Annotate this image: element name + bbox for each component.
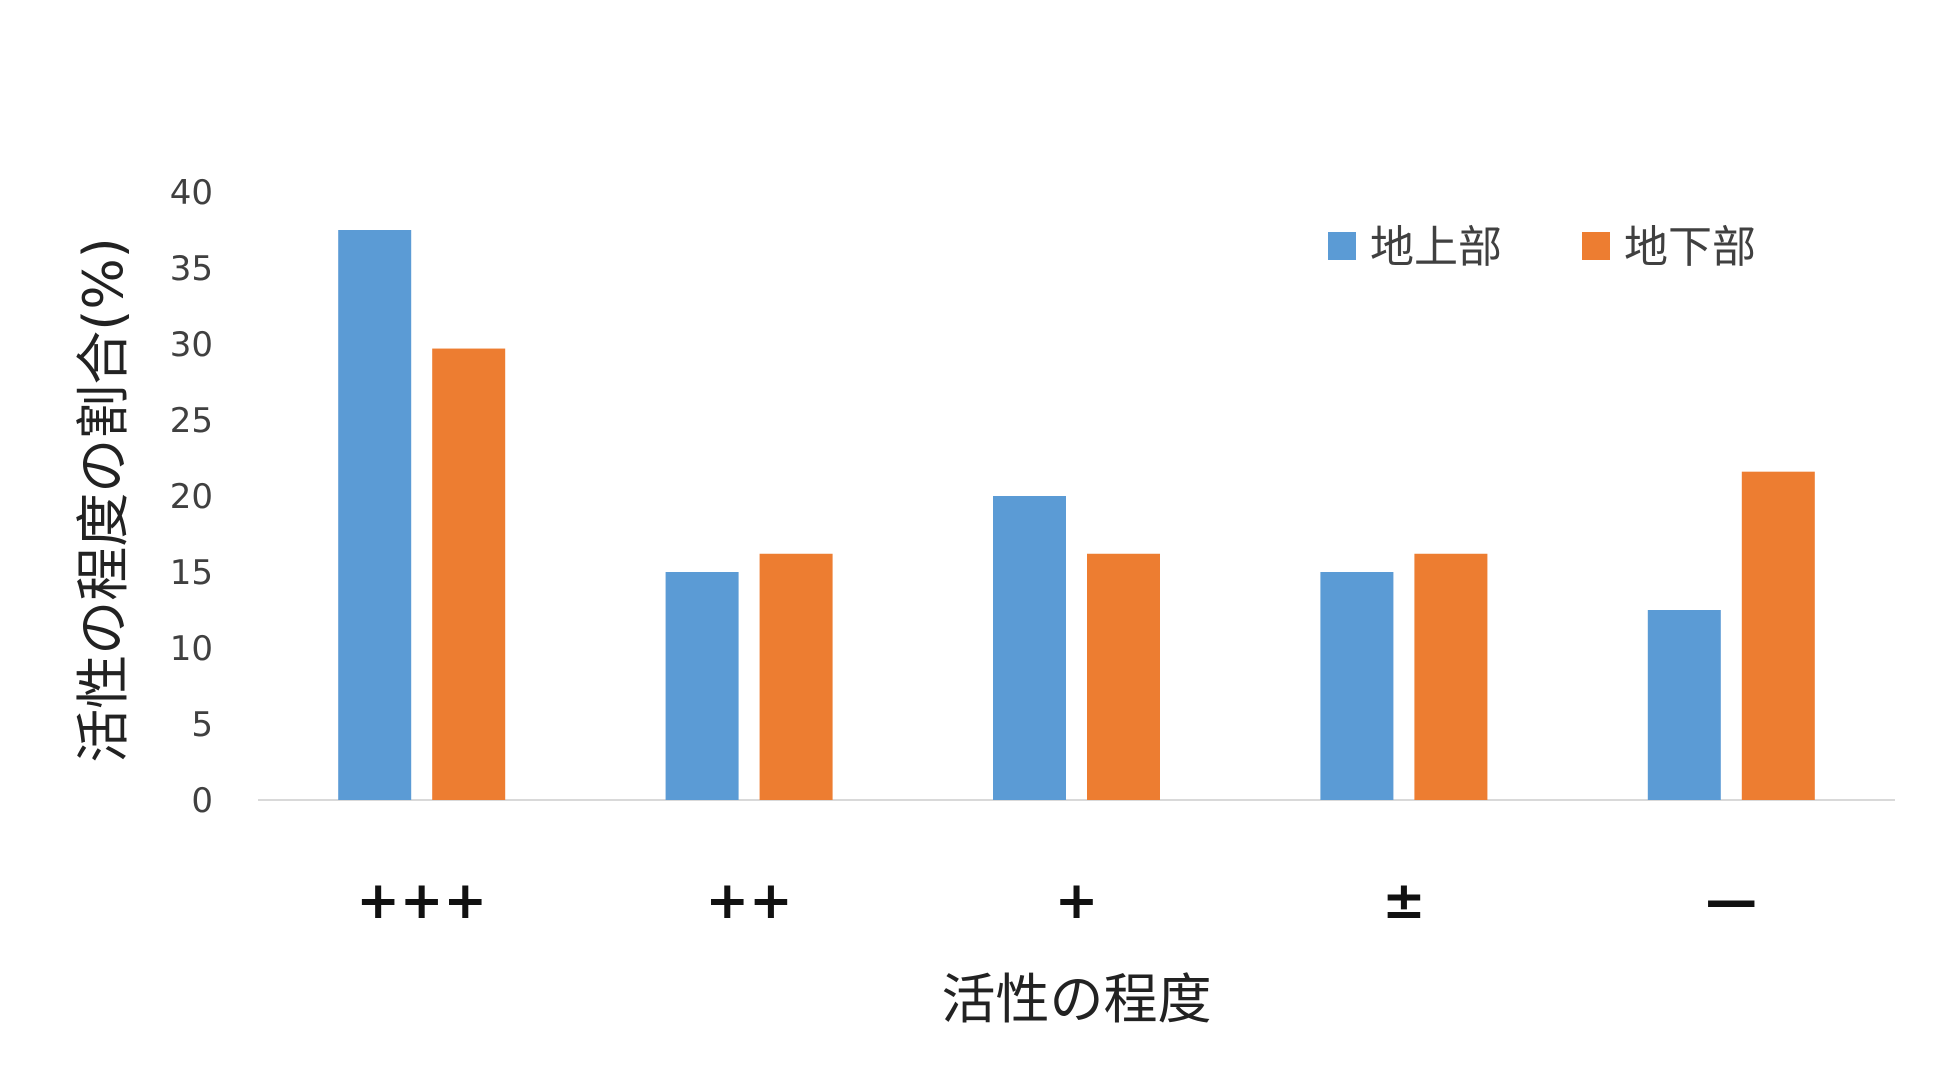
legend-label: 地下部 [1624,222,1756,273]
y-tick-label: 40 [170,173,213,213]
bar-series-2-2 [759,553,833,800]
bar-series-1-4 [1320,572,1394,800]
y-tick-label: 25 [170,401,213,441]
bar-series-2-3 [1087,553,1160,800]
x-category-label: + [1055,871,1099,931]
bar-series-2-4 [1414,553,1488,800]
bars [338,230,1815,800]
legend-label: 地上部 [1370,222,1502,273]
legend: 地上部 地下部 [1328,222,1756,273]
y-tick-label: 35 [170,249,213,289]
y-axis-ticks: 0 5 10 15 20 25 30 35 40 [170,173,213,821]
y-tick-label: 15 [170,553,213,593]
bar-series-2-5 [1741,471,1815,800]
x-category-label: +++ [356,871,487,931]
x-category-label: ± [1382,871,1426,931]
y-tick-label: 5 [191,705,213,745]
x-category-label: ++ [706,871,793,931]
y-tick-label: 20 [170,477,213,517]
x-category-label: — [1705,871,1757,931]
legend-swatch [1328,232,1356,260]
y-tick-label: 0 [191,781,213,821]
bar-series-2-1 [432,348,506,800]
y-axis-title: 活性の程度の割合(%) [72,237,135,762]
x-axis-title: 活性の程度 [942,968,1212,1031]
y-tick-label: 30 [170,325,213,365]
x-axis-categories: +++ ++ + ± — [356,871,1757,931]
bar-series-1-1 [338,230,412,800]
y-tick-label: 10 [170,629,213,669]
bar-series-1-3 [993,496,1066,800]
bar-series-1-2 [665,572,739,800]
legend-swatch [1582,232,1610,260]
bar-series-1-5 [1647,610,1721,800]
